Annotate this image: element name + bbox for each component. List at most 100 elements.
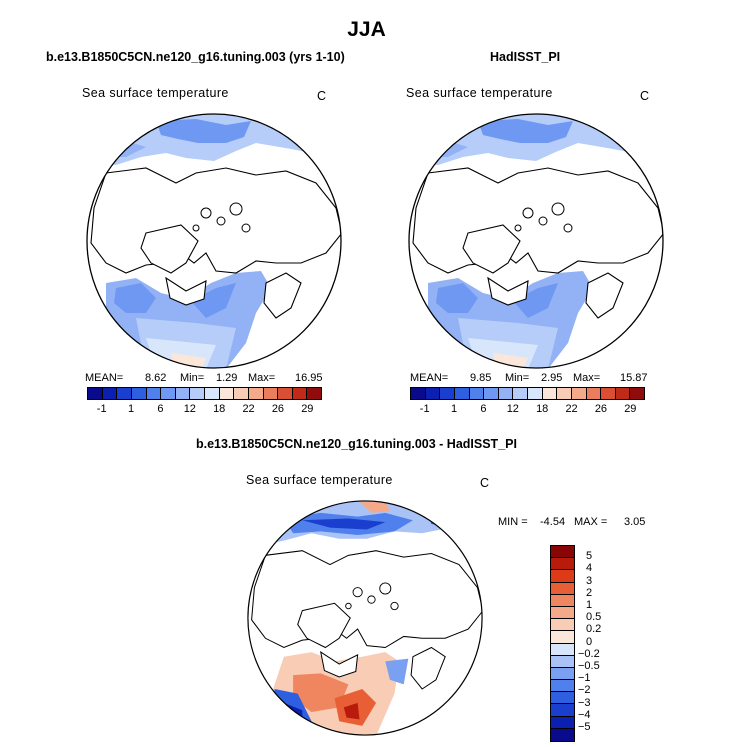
arctic-island [241, 223, 251, 233]
panel3-colorbar-tick-label: −1 [578, 672, 591, 685]
sst-field [513, 283, 558, 318]
panel1-stats: MEAN= 8.62 Min= 1.29 Max= 16.95 [85, 372, 325, 386]
panel3-colorbar-swatch [551, 655, 574, 668]
panel2-colorbar-swatch [484, 388, 499, 399]
sst-field [114, 283, 156, 313]
panel3-colorbar-tick-label: 3 [586, 574, 593, 587]
panel3-colorbar-swatch [551, 680, 574, 693]
panel1-colorbar-swatch [146, 388, 162, 399]
panel3-colorbar-swatch [551, 546, 574, 559]
greenland-land [462, 224, 521, 274]
panel3-title: b.e13.B1850C5CN.ne120_g16.tuning.003 - H… [196, 437, 517, 451]
panel3-colorbar-tick-label: −5 [578, 721, 591, 733]
panel3-min-value: -4.54 [540, 516, 566, 528]
panel3-colorbar-tick-label: −0.2 [578, 647, 600, 660]
panel1-max-label: Max= [248, 372, 276, 384]
panel1-colorbar-swatch [131, 388, 147, 399]
sst-diff-field [357, 500, 390, 513]
land-mass [90, 167, 341, 274]
panel2-colorbar-tick-label: -1 [419, 403, 430, 415]
panel2-mean-value: 9.85 [470, 372, 492, 384]
panel3-colorbar-swatch [551, 716, 574, 729]
panel3-colorbar-swatch [551, 704, 574, 717]
panel3-max-value: 3.05 [624, 516, 646, 528]
panel2-min-label: Min= [505, 372, 530, 384]
panel1-mean-label: MEAN= [85, 372, 124, 384]
panel1-colorbar-swatch [102, 388, 118, 399]
panel3-colorbar-swatch [551, 643, 574, 656]
panel3-colorbar-tick-label: 0.5 [586, 611, 602, 624]
panel3-colorbar-tick-label: 0.2 [586, 623, 602, 636]
panel3-units-label: C [480, 476, 490, 490]
panel3-colorbar-tick-label: 4 [586, 562, 593, 575]
panel1-colorbar-swatch [234, 388, 249, 399]
panel2-colorbar-swatch [425, 388, 441, 399]
panel3-colorbar-tick-label: 0 [586, 635, 593, 648]
panel2-colorbar-swatch [528, 388, 543, 399]
panel1-colorbar-tick-label: 18 [213, 403, 226, 415]
sst-diff-field [302, 518, 386, 530]
panel2-colorbar-swatch [601, 388, 616, 399]
panel2-max-label: Max= [573, 372, 601, 384]
arctic-island [514, 224, 522, 232]
panel3-colorbar-swatch [551, 667, 574, 681]
panel2-stats: MEAN= 9.85 Min= 2.95 Max= 15.87 [410, 372, 650, 386]
panel2-colorbar-tick-label: 26 [594, 403, 608, 415]
panel1-colorbar-swatch [117, 388, 132, 399]
panel1-colorbar-swatch [161, 388, 176, 399]
arctic-island [345, 602, 352, 610]
panel1-colorbar-tick-label: 1 [128, 403, 135, 415]
panel2-colorbar-tick-label: 6 [480, 403, 487, 415]
panel3-colorbar-ticks: 5 4 3 2 1 0.5 0.2 0 −0.2 −0.5 −1 −2 −3 −4 −5 [578, 545, 622, 741]
land-mass [263, 272, 302, 319]
land-mass [412, 167, 663, 274]
map-boundary-circle [247, 500, 483, 736]
panel2-colorbar-swatch [615, 388, 631, 399]
panel3-colorbar-tick-label: −4 [578, 708, 591, 721]
panel1-max-value: 16.95 [295, 372, 323, 384]
panel2-colorbar-tick-label: 22 [565, 403, 578, 415]
panel1-colorbar-swatch [307, 388, 321, 399]
arctic-island [379, 582, 392, 595]
panel1-colorbar-ticks: -1 1 6 12 18 22 26 29 [87, 400, 322, 415]
land-mass [487, 276, 529, 306]
arctic-island [216, 216, 226, 226]
panel1-min-value: 1.29 [216, 372, 238, 384]
panel1-colorbar-tick-label: 12 [183, 403, 196, 415]
panel2-colorbar-swatch [454, 388, 470, 399]
panel3-colorbar-swatch [551, 692, 574, 705]
panel2-colorbar-swatch [586, 388, 602, 399]
arctic-island [522, 207, 534, 219]
panel1-colorbar-tick-label: 29 [301, 403, 314, 415]
panel1-colorbar-swatch [205, 388, 220, 399]
panel2-colorbar-ticks: -1 1 6 12 18 22 26 29 [410, 400, 645, 415]
figure-title: JJA [347, 18, 386, 41]
panel3-colorbar-tick-label: 5 [586, 550, 593, 563]
panel3-colorbar-tick-label: 2 [586, 586, 593, 599]
panel3-colorbar-swatch [551, 619, 574, 632]
sst-diff-field [385, 658, 409, 685]
map-boundary-circle [408, 113, 664, 369]
panel1-colorbar-swatch [190, 388, 205, 399]
panel1-title: b.e13.B1850C5CN.ne120_g16.tuning.003 (yr… [46, 50, 345, 64]
arctic-island [563, 223, 573, 233]
greenland-land [297, 602, 351, 649]
panel1-colorbar-swatch [175, 388, 191, 399]
sst-field [156, 119, 251, 143]
panel3-colorbar-tick-label: −3 [578, 696, 591, 709]
land-mass [165, 276, 207, 306]
arctic-island [390, 601, 399, 611]
panel1-colorbar-swatch [292, 388, 308, 399]
panel1-mean-value: 8.62 [145, 372, 167, 384]
sst-diff-field [343, 702, 360, 720]
land-mass [251, 550, 483, 649]
panel1-colorbar-tick-label: -1 [96, 403, 107, 415]
panel3-colorbar-tick-label: −2 [578, 684, 591, 697]
panel3-colorbar-tick-label: 1 [586, 599, 593, 611]
arctic-island [229, 202, 243, 216]
panel2-colorbar-swatch [469, 388, 485, 399]
panel1-colorbar-swatch [278, 388, 293, 399]
arctic-island [538, 216, 548, 226]
panel1-colorbar-swatch [248, 388, 264, 399]
panel2-colorbar-swatch [498, 388, 514, 399]
